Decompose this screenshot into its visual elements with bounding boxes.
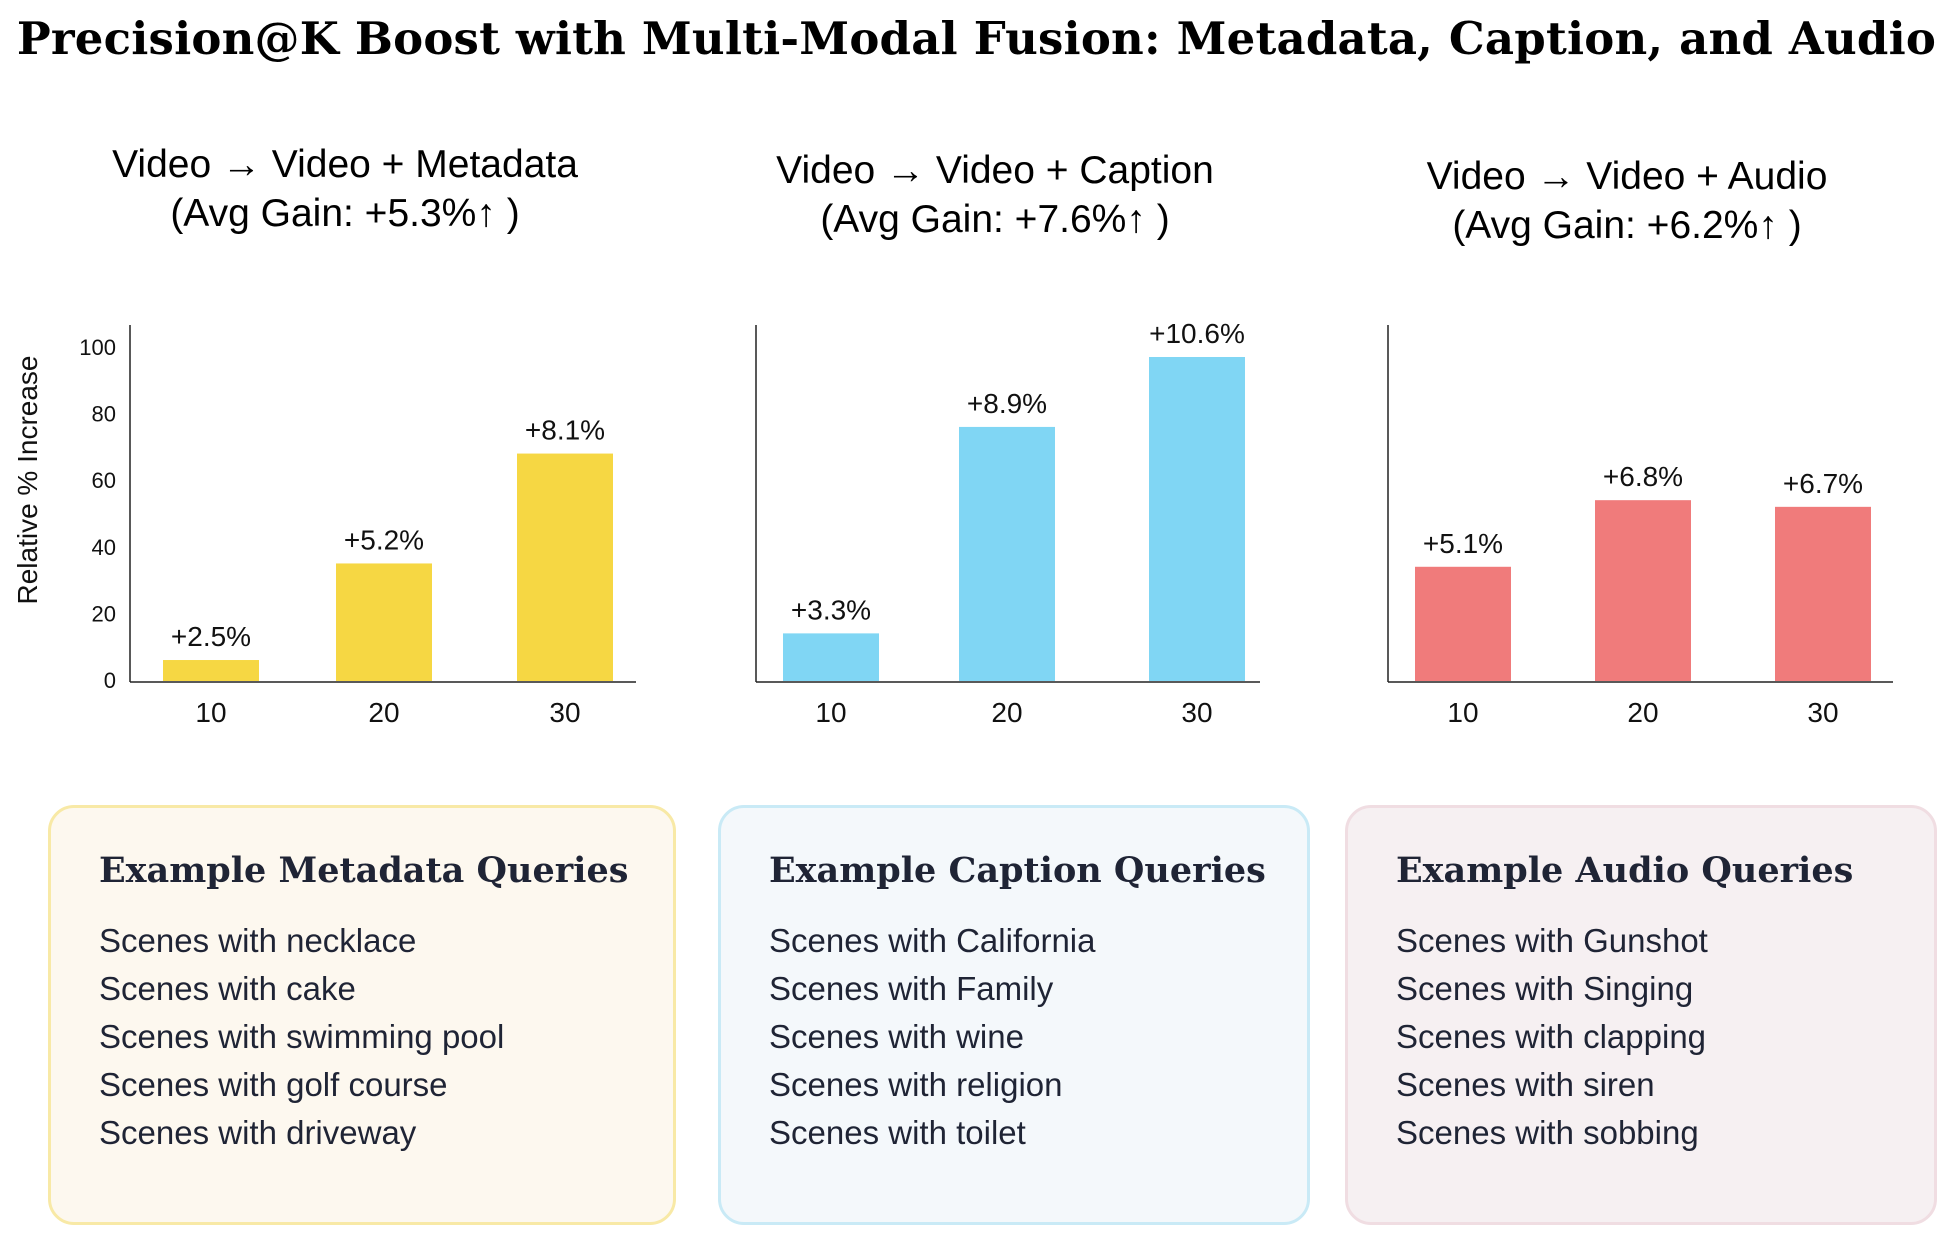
panel-title-line2: (Avg Gain: +6.2%↑ ): [1452, 204, 1802, 247]
bar: [783, 633, 879, 681]
data-label: +6.8%: [1603, 461, 1683, 492]
example-box-caption: Example Caption Queries Scenes with Cali…: [718, 805, 1310, 1225]
bar: [1595, 500, 1691, 681]
y-tick-label: 20: [92, 601, 116, 626]
panel-title-metadata: Video → Video + Metadata (Avg Gain: +5.3…: [45, 140, 645, 238]
bar: [1415, 566, 1511, 681]
y-tick-label: 60: [92, 468, 116, 493]
x-tick-label: 30: [549, 697, 580, 728]
bar: [336, 563, 432, 681]
bar: [163, 660, 259, 681]
panel-title-line2: (Avg Gain: +7.6%↑ ): [820, 198, 1170, 241]
main-title: Precision@K Boost with Multi-Modal Fusio…: [16, 12, 1937, 65]
x-tick-label: 20: [1627, 697, 1658, 728]
list-item: Scenes with religion: [769, 1066, 1063, 1103]
panel-title-line2: (Avg Gain: +5.3%↑ ): [170, 192, 520, 235]
bar: [1149, 356, 1245, 681]
list-item: Scenes with necklace: [99, 922, 417, 959]
panel-title-line1: Video → Video + Caption: [776, 149, 1214, 192]
x-tick-label: 30: [1181, 697, 1212, 728]
data-label: +2.5%: [171, 621, 251, 652]
y-tick-label: 0: [104, 668, 116, 693]
list-item: Scenes with California: [769, 922, 1096, 959]
panel-title-audio: Video → Video + Audio (Avg Gain: +6.2%↑ …: [1327, 152, 1927, 250]
x-tick-label: 20: [991, 697, 1022, 728]
example-box-audio: Example Audio Queries Scenes with Gunsho…: [1345, 805, 1937, 1225]
data-label: +5.2%: [344, 524, 424, 555]
box-heading: Example Audio Queries: [1396, 850, 1854, 891]
data-label: +8.9%: [967, 388, 1047, 419]
x-tick-label: 30: [1807, 697, 1838, 728]
example-box-metadata: Example Metadata Queries Scenes with nec…: [48, 805, 676, 1225]
list-item: Scenes with Gunshot: [1396, 922, 1708, 959]
list-item: Scenes with swimming pool: [99, 1018, 505, 1055]
panel-title-line1: Video → Video + Metadata: [112, 143, 578, 186]
box-heading: Example Caption Queries: [769, 850, 1266, 891]
list-item: Scenes with siren: [1396, 1066, 1655, 1103]
list-item: Scenes with sobbing: [1396, 1114, 1699, 1151]
list-item: Scenes with cake: [99, 970, 356, 1007]
list-item: Scenes with clapping: [1396, 1018, 1707, 1055]
list-item: Scenes with toilet: [769, 1114, 1026, 1151]
y-tick-label: 100: [79, 335, 116, 360]
bar: [517, 453, 613, 681]
list-item: Scenes with driveway: [99, 1114, 417, 1151]
chart-metadata: 0 20 40 60 80 100 +2.5% 10 +5.2% 20 +8.1% 30: [79, 325, 636, 728]
x-tick-label: 10: [815, 697, 846, 728]
list-item: Scenes with Family: [769, 970, 1054, 1007]
list-item: Scenes with Singing: [1396, 970, 1694, 1007]
x-tick-label: 20: [368, 697, 399, 728]
panel-title-caption: Video → Video + Caption (Avg Gain: +7.6%…: [695, 146, 1295, 244]
data-label: +6.7%: [1783, 468, 1863, 499]
y-tick-label: 40: [92, 535, 116, 560]
x-tick-label: 10: [1447, 697, 1478, 728]
bar: [1775, 506, 1871, 681]
chart-audio: +5.1% 10 +6.8% 20 +6.7% 30: [1387, 325, 1893, 728]
box-heading: Example Metadata Queries: [99, 850, 629, 891]
panel-title-line1: Video → Video + Audio: [1426, 155, 1828, 198]
data-label: +5.1%: [1423, 528, 1503, 559]
list-item: Scenes with wine: [769, 1018, 1024, 1055]
chart-caption: +3.3% 10 +8.9% 20 +10.6% 30: [755, 318, 1260, 728]
list-item: Scenes with golf course: [99, 1066, 448, 1103]
y-tick-label: 80: [92, 402, 116, 427]
data-label: +8.1%: [525, 415, 605, 446]
x-tick-label: 10: [195, 697, 226, 728]
data-label: +3.3%: [791, 594, 871, 625]
bar: [959, 426, 1055, 681]
data-label: +10.6%: [1149, 318, 1245, 349]
